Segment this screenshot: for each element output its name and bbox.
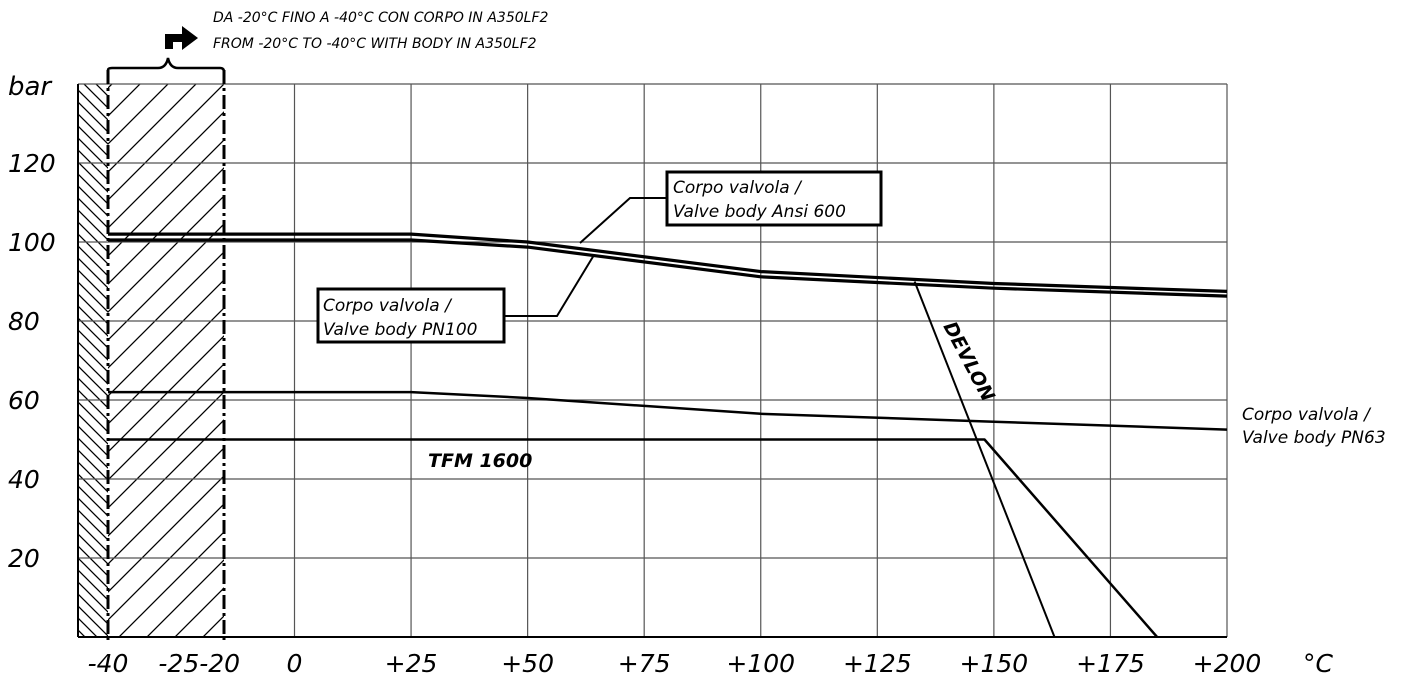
x-tick-label: +75 bbox=[618, 649, 671, 678]
x-tick-label: 0 bbox=[287, 649, 303, 678]
annotation-box-ansi600 bbox=[665, 170, 883, 227]
x-tick-label: -25 bbox=[158, 649, 199, 678]
y-tick-label: 20 bbox=[8, 544, 40, 573]
annotation-pn100-line1: Corpo valvola / bbox=[323, 296, 453, 316]
annotation-box-pn100 bbox=[316, 287, 506, 344]
annotation-tfm: TFM 1600 bbox=[428, 450, 532, 472]
hatch-zone-low-temp bbox=[108, 84, 224, 637]
x-tick-label: -20 bbox=[199, 649, 240, 678]
grid-lines bbox=[77, 83, 1228, 638]
annotation-ansi600-line2: Valve body Ansi 600 bbox=[673, 202, 846, 222]
annotation-devlon: DEVLON bbox=[939, 318, 999, 405]
y-tick-label: 60 bbox=[8, 386, 40, 415]
x-tick-label: +175 bbox=[1076, 649, 1145, 678]
y-tick-label: 120 bbox=[8, 149, 56, 178]
series-line-corpo-valvola-valve-body-ansi-600 bbox=[108, 232, 1228, 293]
leader-pn100 bbox=[503, 254, 595, 317]
y-tick-label: 100 bbox=[8, 228, 56, 257]
annotation-pn63-line2: Valve body PN63 bbox=[1242, 428, 1386, 448]
x-tick-label: +125 bbox=[843, 649, 912, 678]
annotation-pn63-line1: Corpo valvola / bbox=[1242, 405, 1372, 425]
x-tick-label: +25 bbox=[385, 649, 438, 678]
header-line-2: FROM -20°C TO -40°C WITH BODY IN A350LF2 bbox=[213, 36, 537, 52]
annotation-pn100-line2: Valve body PN100 bbox=[323, 320, 477, 340]
series-line-corpo-valvola-valve-body-pn100 bbox=[108, 238, 1228, 298]
x-tick-label: +200 bbox=[1193, 649, 1262, 678]
x-tick-label: -40 bbox=[88, 649, 129, 678]
header-line-1: DA -20°C FINO A -40°C CON CORPO IN A350L… bbox=[213, 10, 548, 26]
series-line-devlon bbox=[913, 281, 1056, 638]
y-tick-labels: 120 100 80 60 40 20 bbox=[8, 149, 56, 573]
y-tick-label: 40 bbox=[8, 465, 40, 494]
range-brace bbox=[106, 57, 226, 80]
series-line-tfm-1600 bbox=[108, 438, 1159, 638]
hatch-zone-left bbox=[78, 84, 108, 637]
x-tick-label: +150 bbox=[960, 649, 1029, 678]
leader-ansi600 bbox=[579, 197, 668, 244]
series-lines bbox=[108, 232, 1228, 638]
y-axis-label: bar bbox=[8, 72, 53, 102]
x-tick-labels: -40 -25 -20 0 +25 +50 +75 +100 +125 +150 +175 +200 bbox=[88, 649, 1262, 678]
x-tick-label: +100 bbox=[726, 649, 795, 678]
x-axis-label: °C bbox=[1303, 649, 1334, 678]
series-line-corpo-valvola-valve-body-pn63 bbox=[108, 390, 1228, 431]
y-tick-label: 80 bbox=[8, 307, 40, 336]
turn-arrow-icon bbox=[165, 26, 198, 50]
x-tick-label: +50 bbox=[501, 649, 554, 678]
annotation-ansi600-line1: Corpo valvola / bbox=[673, 178, 803, 198]
